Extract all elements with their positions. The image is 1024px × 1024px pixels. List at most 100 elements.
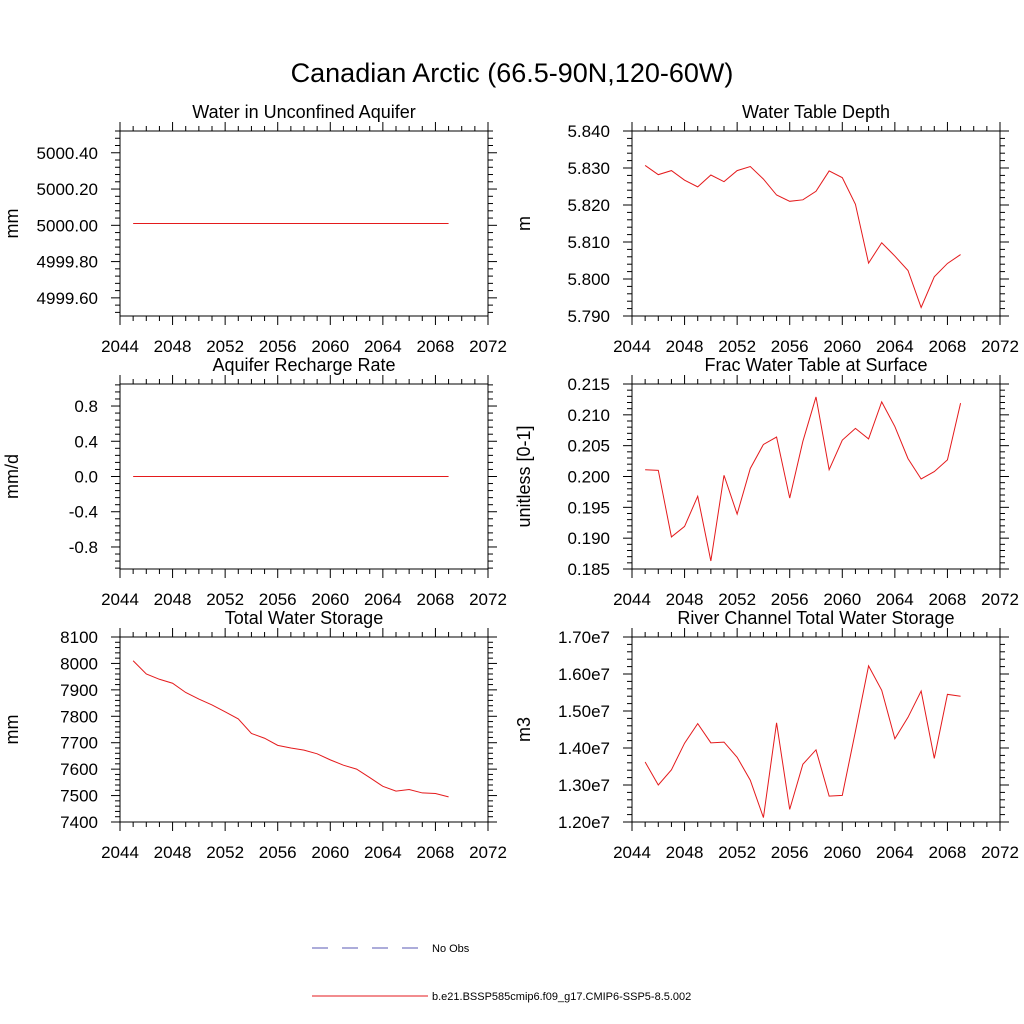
x-tick-label: 2060 (823, 337, 861, 356)
chart-panel-4: Frac Water Table at Surface unitless [0-1… (514, 355, 1019, 609)
x-tick-label: 2068 (929, 590, 967, 609)
y-tick-label: 0.4 (74, 432, 98, 451)
y-tick-label: 0.185 (567, 560, 610, 579)
x-tick-label: 2068 (417, 843, 455, 862)
x-tick-label: 2064 (876, 337, 914, 356)
x-tick-label: 2060 (311, 337, 349, 356)
chart-panel-6: River Channel Total Water Storage m3 2044 2… (514, 608, 1019, 862)
y-axis-label: m3 (514, 717, 534, 742)
x-tick-label: 2072 (469, 843, 507, 862)
y-axis-label: mm (2, 209, 22, 239)
y-tick-label: 7600 (60, 760, 98, 779)
y-tick-label: 0.8 (74, 397, 98, 416)
x-tick-label: 2056 (771, 590, 809, 609)
panel-title: Frac Water Table at Surface (704, 355, 927, 375)
y-tick-label: -0.4 (69, 503, 98, 522)
panel-title: Aquifer Recharge Rate (212, 355, 395, 375)
x-tick-label: 2068 (929, 337, 967, 356)
panel-title: River Channel Total Water Storage (677, 608, 954, 628)
chart-panel-1: Water in Unconfined Aquifer mm 2044 2048 205… (2, 102, 507, 356)
chart-panels: Water in Unconfined Aquifer mm 2044 2048 205… (2, 102, 1019, 862)
x-tick-label: 2044 (613, 337, 651, 356)
y-tick-label: 7900 (60, 681, 98, 700)
y-tick-label: 1.20e7 (558, 813, 610, 832)
x-tick-label: 2064 (364, 590, 402, 609)
x-tick-label: 2056 (259, 590, 297, 609)
y-axis-label: m (514, 216, 534, 231)
y-tick-label: 5.830 (567, 159, 610, 178)
x-tick-label: 2048 (154, 590, 192, 609)
y-tick-label: 4999.60 (37, 289, 98, 308)
y-tick-label: 5.840 (567, 122, 610, 141)
x-tick-label: 2052 (206, 337, 244, 356)
y-tick-label: 7700 (60, 734, 98, 753)
x-tick-label: 2056 (259, 843, 297, 862)
chart-panel-5: Total Water Storage mm 2044 2048 2052 2056 206… (2, 608, 507, 862)
x-tick-label: 2044 (613, 843, 651, 862)
y-tick-label: 0.0 (74, 468, 98, 487)
plot-frame (631, 130, 1001, 317)
panel-title: Water Table Depth (742, 102, 890, 122)
plot-frame (631, 383, 1001, 570)
legend: No Obs b.e21.BSSP585cmip6.f09_g17.CMIP6-… (312, 943, 691, 1003)
x-tick-label: 2064 (364, 337, 402, 356)
y-tick-label: 8100 (60, 628, 98, 647)
x-tick-label: 2056 (259, 337, 297, 356)
legend-model-label: b.e21.BSSP585cmip6.f09_g17.CMIP6-SSP5-8.… (432, 991, 691, 1003)
x-tick-label: 2068 (417, 337, 455, 356)
x-tick-label: 2048 (154, 843, 192, 862)
x-tick-label: 2060 (311, 590, 349, 609)
x-tick-label: 2056 (771, 843, 809, 862)
series-line-1 (132, 660, 449, 798)
y-tick-label: 7400 (60, 813, 98, 832)
x-tick-label: 2072 (981, 337, 1019, 356)
chart-panel-3: Aquifer Recharge Rate mm/d 2044 2048 2052 205… (2, 355, 507, 609)
x-tick-label: 2048 (666, 843, 704, 862)
y-tick-label: 8000 (60, 654, 98, 673)
x-tick-label: 2060 (311, 843, 349, 862)
y-tick-label: -0.8 (69, 538, 98, 557)
x-tick-label: 2068 (417, 590, 455, 609)
y-tick-label: 0.215 (567, 375, 610, 394)
y-tick-label: 0.210 (567, 406, 610, 425)
y-tick-label: 0.200 (567, 468, 610, 487)
y-tick-label: 0.205 (567, 437, 610, 456)
y-axis-label: mm (2, 715, 22, 745)
series-line-1 (644, 165, 961, 309)
series-line-1 (645, 396, 962, 562)
chart-panel-2: Water Table Depth m 2044 2048 2052 2056 2060 20… (514, 102, 1019, 356)
x-tick-label: 2072 (981, 843, 1019, 862)
y-tick-label: 0.195 (567, 498, 610, 517)
panel-title: Water in Unconfined Aquifer (192, 102, 415, 122)
plot-frame (631, 636, 1001, 823)
y-tick-label: 4999.80 (37, 253, 98, 272)
x-tick-label: 2044 (101, 843, 139, 862)
y-tick-label: 5000.00 (37, 216, 98, 235)
y-tick-label: 7500 (60, 787, 98, 806)
y-axis-label: mm/d (2, 454, 22, 499)
legend-no-obs-label: No Obs (432, 943, 470, 955)
x-tick-label: 2068 (929, 843, 967, 862)
y-tick-label: 1.40e7 (558, 739, 610, 758)
x-tick-label: 2052 (718, 843, 756, 862)
x-tick-label: 2056 (771, 337, 809, 356)
x-tick-label: 2048 (666, 590, 704, 609)
y-axis-label: unitless [0-1] (514, 425, 534, 527)
x-tick-label: 2064 (364, 843, 402, 862)
x-tick-label: 2048 (666, 337, 704, 356)
x-tick-label: 2048 (154, 337, 192, 356)
series-line-1 (644, 664, 961, 818)
x-tick-label: 2064 (876, 843, 914, 862)
y-tick-label: 1.50e7 (558, 702, 610, 721)
y-tick-label: 5.790 (567, 307, 610, 326)
x-tick-label: 2060 (823, 843, 861, 862)
panel-title: Total Water Storage (225, 608, 383, 628)
y-tick-label: 5000.40 (37, 144, 98, 163)
x-tick-label: 2044 (613, 590, 651, 609)
plot-frame (119, 636, 489, 823)
x-tick-label: 2072 (469, 590, 507, 609)
x-tick-label: 2052 (206, 843, 244, 862)
y-tick-label: 7800 (60, 707, 98, 726)
x-tick-label: 2052 (718, 337, 756, 356)
